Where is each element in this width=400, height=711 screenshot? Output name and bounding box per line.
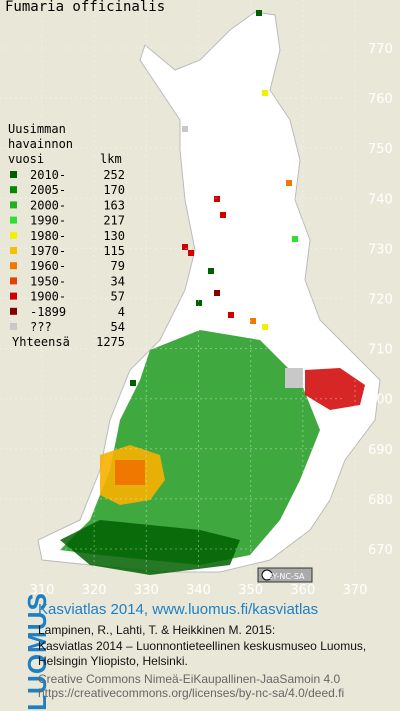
- x-tick-label: 330: [134, 583, 159, 596]
- citation: Kasviatlas 2014 – Luonnontieteellinen ke…: [38, 639, 367, 653]
- x-tick-label: 360: [290, 583, 315, 596]
- legend-count: 170: [103, 183, 125, 197]
- footer-title[interactable]: Kasviatlas 2014, www.luomus.fi/kasviatla…: [38, 601, 319, 618]
- scattered-squares: [130, 10, 298, 386]
- legend-count: 54: [111, 320, 125, 334]
- observation-area-coast: [60, 520, 240, 575]
- y-tick-label: 750: [368, 142, 393, 157]
- legend-label: 2000-: [30, 198, 66, 212]
- license: Creative Commons Nimeä-EiKaupallinen-Jaa…: [38, 672, 341, 686]
- legend-heading: havainnon: [8, 137, 73, 151]
- legend-label: 1990-: [30, 214, 66, 228]
- legend-label: 1900-: [30, 290, 66, 304]
- legend-swatch: [10, 247, 17, 254]
- legend-total: 1275: [96, 335, 125, 349]
- x-tick-label: 340: [186, 583, 211, 596]
- legend-swatch: [10, 262, 17, 270]
- grid: 770 760 750 740 730 720 710 700 690 680 670 310 320 3…: [0, 0, 393, 596]
- license-badge-text: BY-NC-SA: [267, 572, 305, 581]
- observation-area-west-orange: [115, 460, 145, 485]
- legend-count: 217: [103, 214, 125, 228]
- legend: Fumaria officinalis Uusimman havainnon v…: [5, 0, 165, 349]
- legend-label: 1980-: [30, 229, 66, 243]
- legend-swatch: [10, 292, 17, 300]
- legend-total-label: Yhteensä: [12, 335, 70, 349]
- legend-swatch: [10, 201, 17, 209]
- legend-swatch: [10, 323, 17, 330]
- observation-area-south: [60, 330, 320, 565]
- legend-count: 57: [111, 290, 125, 304]
- x-tick-label: 350: [238, 583, 263, 596]
- y-tick-label: 770: [368, 42, 393, 57]
- legend-label: 2010-: [30, 168, 66, 182]
- legend-swatch: [10, 216, 17, 224]
- observation-area-east: [305, 368, 365, 410]
- map: 770 760 750 740 730 720 710 700 690 680 670 310 320 3…: [0, 0, 393, 596]
- citation: Lampinen, R., Lahti, T. & Heikkinen M. 2…: [38, 623, 276, 637]
- legend-swatch: [10, 171, 17, 178]
- y-tick-label: 700: [368, 393, 393, 408]
- y-tick-label: 710: [368, 343, 393, 358]
- legend-count: 252: [103, 168, 125, 182]
- y-tick-label: 740: [368, 192, 393, 207]
- y-tick-label: 690: [368, 443, 393, 458]
- legend-count: 34: [111, 274, 125, 288]
- legend-label: 1950-: [30, 274, 66, 288]
- footer: LUOMUS Kasviatlas 2014, www.luomus.fi/ka…: [0, 592, 400, 711]
- y-tick-label: 670: [368, 543, 393, 558]
- y-tick-label: 680: [368, 493, 393, 508]
- legend-count: 79: [111, 259, 125, 273]
- legend-count: 4: [118, 305, 125, 319]
- license-url[interactable]: https://creativecommons.org/licenses/by-…: [38, 686, 345, 700]
- legend-label: 1970-: [30, 244, 66, 258]
- observation-area-east-grey: [285, 368, 303, 388]
- citation: Helsingin Yliopisto, Helsinki.: [38, 654, 188, 668]
- y-tick-label: 760: [368, 92, 393, 107]
- legend-swatch: [10, 231, 17, 239]
- x-tick-label: 310: [30, 583, 55, 596]
- x-tick-label: 320: [82, 583, 107, 596]
- legend-count: 130: [103, 229, 125, 243]
- x-tick-label: 370: [343, 583, 368, 596]
- legend-label: 2005-: [30, 183, 66, 197]
- legend-column: lkm: [100, 152, 122, 166]
- legend-count: 115: [103, 244, 125, 258]
- legend-swatch: [10, 307, 17, 315]
- legend-column: vuosi: [8, 152, 44, 166]
- y-tick-label: 730: [368, 242, 393, 257]
- legend-label: 1960-: [30, 259, 66, 273]
- legend-swatch: [10, 277, 17, 285]
- y-tick-label: 720: [368, 293, 393, 308]
- legend-swatch: [10, 186, 17, 194]
- legend-heading: Uusimman: [8, 122, 66, 136]
- legend-count: 163: [103, 198, 125, 212]
- legend-label: ???: [30, 320, 52, 334]
- map-title: Fumaria officinalis: [5, 0, 165, 15]
- license-badge: BY-NC-SA: [257, 567, 313, 583]
- legend-label: -1899: [30, 305, 66, 319]
